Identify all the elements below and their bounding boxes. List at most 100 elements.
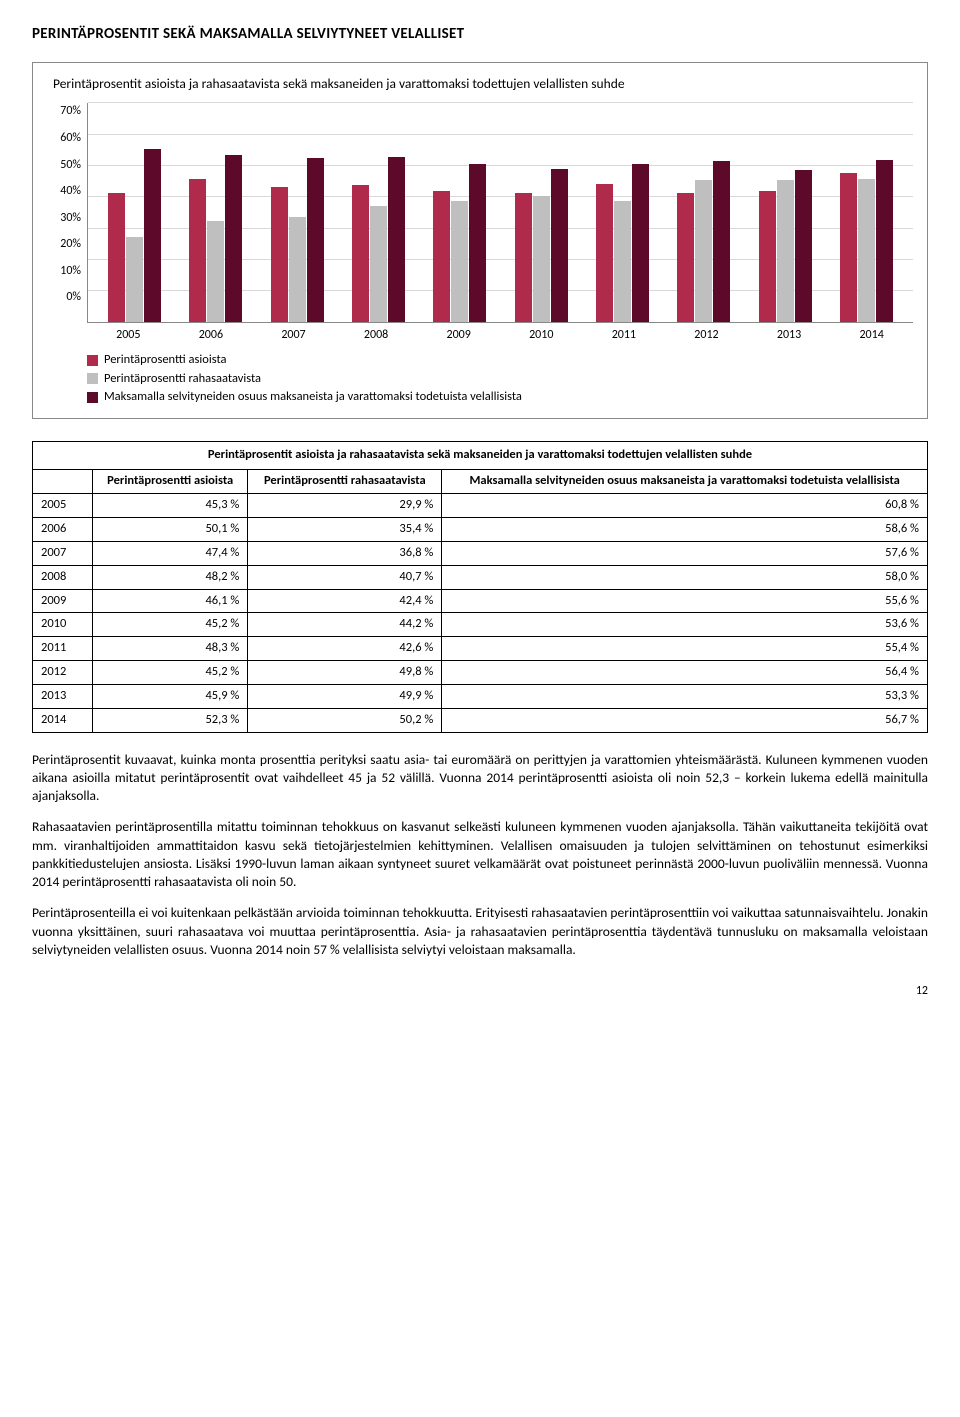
bar <box>759 191 776 322</box>
table-cell-value: 40,7 % <box>248 565 442 589</box>
legend-label: Perintäprosentti rahasaatavista <box>104 371 261 388</box>
page-title: PERINTÄPROSENTIT SEKÄ MAKSAMALLA SELVIYT… <box>32 24 928 44</box>
y-tick-label: 30% <box>60 210 81 226</box>
bar-group <box>338 122 419 322</box>
table-cell-value: 45,9 % <box>93 685 248 709</box>
bar <box>596 184 613 322</box>
table-cell-value: 50,1 % <box>93 517 248 541</box>
legend-item: Perintäprosentti asioista <box>87 352 913 369</box>
x-tick-label: 2011 <box>583 327 666 343</box>
legend-label: Maksamalla selvityneiden osuus maksaneis… <box>104 389 522 406</box>
table-cell-value: 53,6 % <box>442 613 928 637</box>
x-tick-label: 2010 <box>500 327 583 343</box>
table-header-col3: Maksamalla selvityneiden osuus maksaneis… <box>442 470 928 494</box>
table-cell-value: 47,4 % <box>93 541 248 565</box>
table-row: 200747,4 %36,8 %57,6 % <box>33 541 928 565</box>
table-row: 201452,3 %50,2 %56,7 % <box>33 708 928 732</box>
table-header-col2: Perintäprosentti rahasaatavista <box>248 470 442 494</box>
bar <box>777 180 794 323</box>
bar-group <box>94 122 175 322</box>
bar <box>695 180 712 322</box>
table-cell-value: 53,3 % <box>442 685 928 709</box>
bar <box>677 193 694 322</box>
bar <box>388 157 405 323</box>
table-row: 201345,9 %49,9 %53,3 % <box>33 685 928 709</box>
legend-swatch <box>87 355 98 366</box>
legend-swatch <box>87 392 98 403</box>
bar <box>840 173 857 322</box>
table-cell-value: 52,3 % <box>93 708 248 732</box>
bar <box>469 164 486 323</box>
table-header-empty <box>33 470 93 494</box>
table-cell-value: 45,2 % <box>93 661 248 685</box>
bar-group <box>826 122 907 322</box>
bar <box>858 179 875 322</box>
x-tick-label: 2006 <box>170 327 253 343</box>
table-cell-year: 2006 <box>33 517 93 541</box>
bar <box>614 201 631 323</box>
x-axis-labels: 2005200620072008200920102011201220132014 <box>87 327 913 343</box>
table-row: 201148,3 %42,6 %55,4 % <box>33 637 928 661</box>
table-cell-value: 49,8 % <box>248 661 442 685</box>
bar <box>108 193 125 322</box>
bar-group <box>257 122 338 322</box>
bar <box>876 160 893 322</box>
bar <box>225 155 242 322</box>
bar <box>433 191 450 323</box>
paragraph-1: Perintäprosentit kuvaavat, kuinka monta … <box>32 751 928 806</box>
x-tick-label: 2014 <box>830 327 913 343</box>
legend-item: Perintäprosentti rahasaatavista <box>87 371 913 388</box>
table-header-row: Perintäprosentti asioista Perintäprosent… <box>33 470 928 494</box>
table-row: 201045,2 %44,2 %53,6 % <box>33 613 928 637</box>
bar <box>533 196 550 322</box>
table-cell-year: 2007 <box>33 541 93 565</box>
data-table: Perintäprosentit asioista ja rahasaatavi… <box>32 441 928 733</box>
table-cell-value: 44,2 % <box>248 613 442 637</box>
table-cell-year: 2008 <box>33 565 93 589</box>
table-cell-value: 56,7 % <box>442 708 928 732</box>
legend-swatch <box>87 373 98 384</box>
bar-group <box>500 122 581 322</box>
bar <box>126 237 143 322</box>
table-cell-value: 55,4 % <box>442 637 928 661</box>
table-cell-value: 56,4 % <box>442 661 928 685</box>
bar <box>713 161 730 322</box>
y-tick-label: 60% <box>60 130 81 146</box>
y-tick-label: 10% <box>60 263 81 279</box>
table-caption: Perintäprosentit asioista ja rahasaatavi… <box>33 442 928 470</box>
bar <box>795 170 812 322</box>
bar <box>207 221 224 322</box>
table-cell-value: 58,6 % <box>442 517 928 541</box>
chart-container: Perintäprosentit asioista ja rahasaatavi… <box>32 62 928 419</box>
table-header-col1: Perintäprosentti asioista <box>93 470 248 494</box>
bar <box>189 179 206 322</box>
x-tick-label: 2013 <box>748 327 831 343</box>
table-cell-year: 2014 <box>33 708 93 732</box>
bar <box>307 158 324 323</box>
x-tick-label: 2009 <box>417 327 500 343</box>
table-cell-value: 42,4 % <box>248 589 442 613</box>
bar <box>271 187 288 322</box>
table-cell-value: 50,2 % <box>248 708 442 732</box>
table-cell-year: 2013 <box>33 685 93 709</box>
table-cell-year: 2012 <box>33 661 93 685</box>
table-cell-value: 35,4 % <box>248 517 442 541</box>
y-tick-label: 40% <box>60 183 81 199</box>
y-tick-label: 0% <box>66 289 81 305</box>
page-number: 12 <box>32 983 928 999</box>
table-cell-value: 55,6 % <box>442 589 928 613</box>
chart-legend: Perintäprosentti asioista Perintäprosentt… <box>87 352 913 407</box>
bar-group <box>175 122 256 322</box>
bar <box>551 169 568 322</box>
bar <box>451 201 468 322</box>
x-tick-label: 2007 <box>252 327 335 343</box>
table-cell-year: 2010 <box>33 613 93 637</box>
chart-title: Perintäprosentit asioista ja rahasaatavi… <box>53 75 913 93</box>
y-tick-label: 20% <box>60 236 81 252</box>
legend-label: Perintäprosentti asioista <box>104 352 227 369</box>
y-tick-label: 70% <box>60 103 81 119</box>
table-row: 200946,1 %42,4 %55,6 % <box>33 589 928 613</box>
bar <box>370 206 387 322</box>
bar-group <box>663 122 744 322</box>
table-row: 201245,2 %49,8 %56,4 % <box>33 661 928 685</box>
